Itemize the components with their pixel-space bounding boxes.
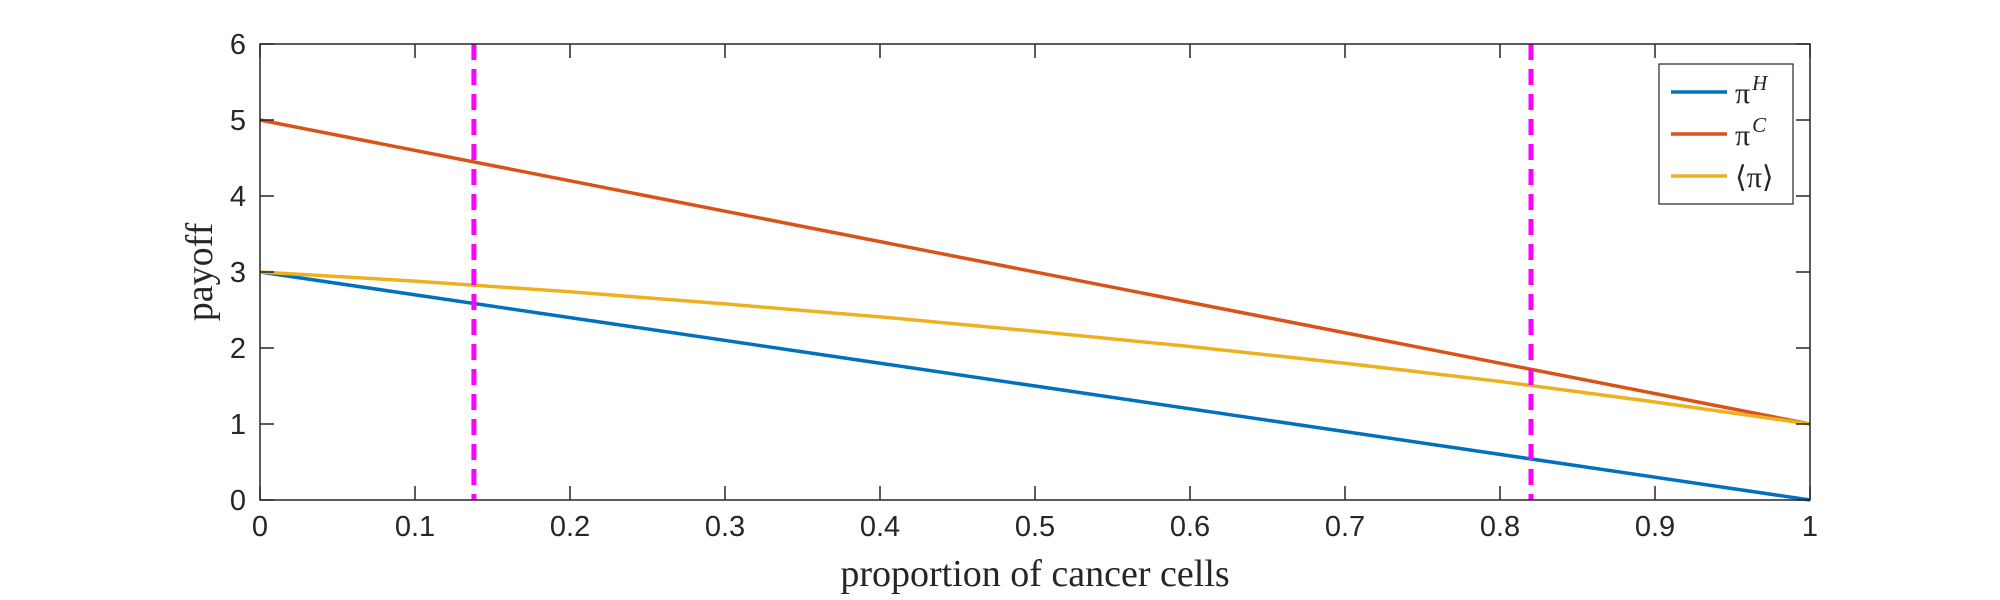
x-tick-label: 0.7 (1325, 511, 1365, 543)
y-tick-label: 3 (230, 257, 246, 289)
x-tick-label: 0.9 (1635, 511, 1675, 543)
y-tick-label: 0 (230, 485, 246, 517)
series-line-1 (259, 270, 1811, 502)
x-tick-label: 1 (1802, 511, 1818, 543)
series-line-2 (259, 118, 1811, 426)
y-tick-label: 5 (230, 105, 246, 137)
plot-marks (259, 44, 1811, 502)
legend-label-3: ⟨π⟩ (1735, 161, 1774, 194)
y-tick-label: 4 (230, 181, 246, 213)
x-tick-label: 0.4 (860, 511, 900, 543)
x-tick-label: 0.6 (1170, 511, 1210, 543)
y-tick-label: 2 (230, 333, 246, 365)
series-line-3 (259, 270, 1811, 426)
axis-ticks: 0 0.1 0.2 0.3 0.4 0.5 0.6 0.7 0.8 0.9 1 0 1 2 3 4 5 6 (230, 29, 1818, 543)
y-tick-label: 6 (230, 29, 246, 61)
legend-label-1: πH (1735, 71, 1769, 110)
x-tick-label: 0.3 (705, 511, 745, 543)
legend-label-2: πC (1735, 113, 1767, 152)
x-tick-label: 0 (252, 511, 268, 543)
x-tick-label: 0.2 (550, 511, 590, 543)
y-tick-label: 1 (230, 409, 246, 441)
y-axis-label: payoff (179, 222, 221, 321)
x-axis-label: proportion of cancer cells (840, 553, 1229, 595)
x-tick-label: 0.5 (1015, 511, 1055, 543)
x-tick-label: 0.8 (1480, 511, 1520, 543)
x-tick-label: 0.1 (395, 511, 435, 543)
